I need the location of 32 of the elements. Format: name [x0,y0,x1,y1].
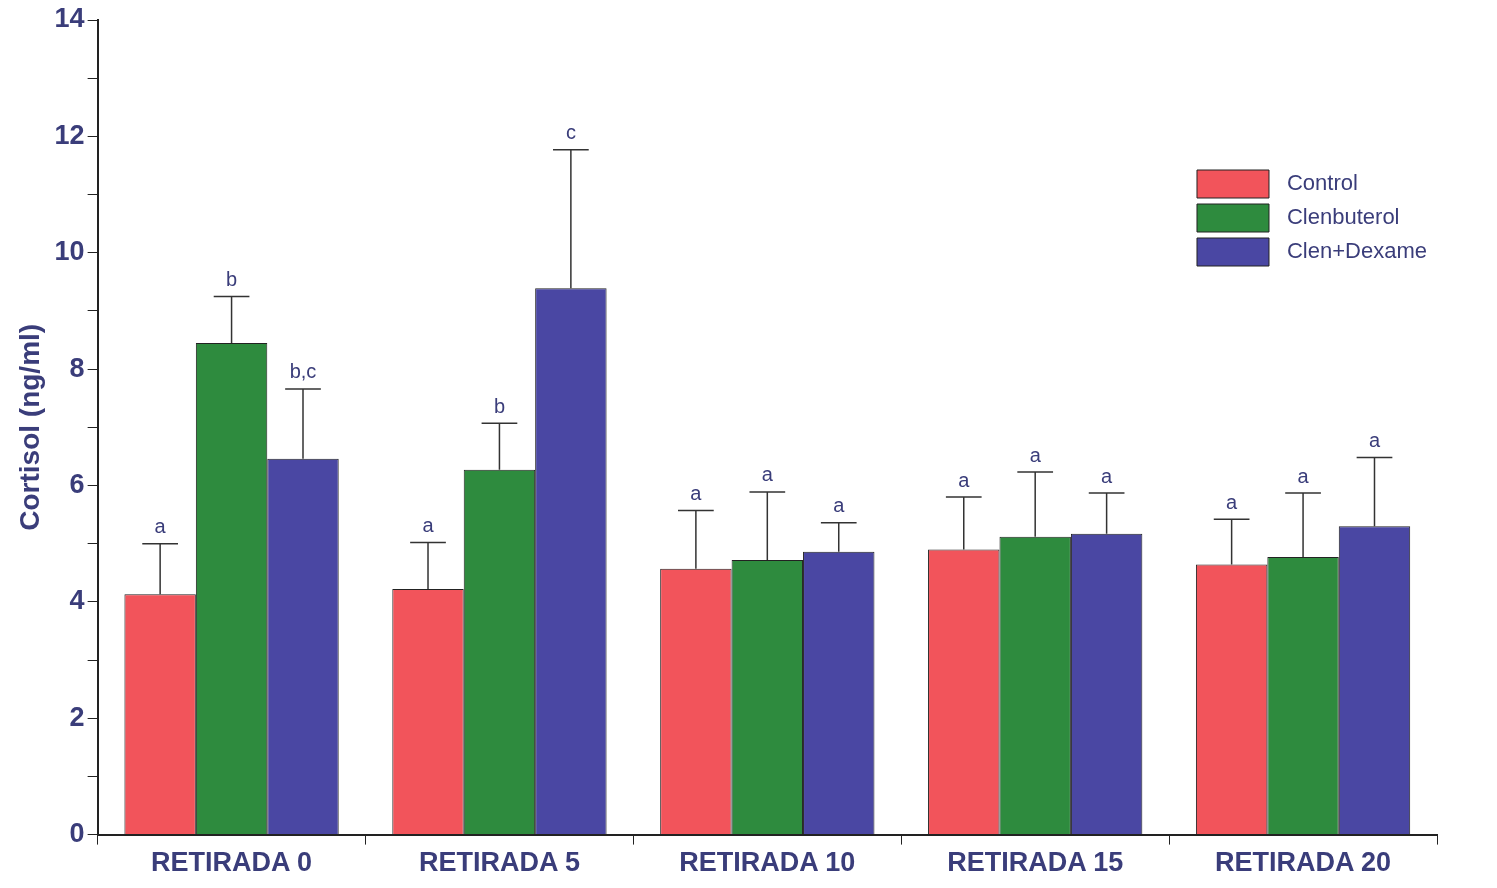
y-tick-label: 8 [69,352,85,383]
annotation: a [422,514,435,537]
annotation: a [154,515,167,538]
annotation: a [761,463,774,486]
y-tick-label: 4 [69,585,85,616]
x-tick-label: RETIRADA 15 [947,847,1124,878]
annotation: a [1029,443,1042,466]
annotation: c [565,121,576,144]
x-tick-label: RETIRADA 5 [418,847,580,878]
y-tick-label: 0 [69,818,85,849]
y-axis-title: Cortisol (ng/ml) [13,323,45,531]
annotation: a [1368,429,1381,452]
x-tick-label: RETIRADA 10 [679,847,856,878]
x-tick-label: RETIRADA 0 [151,847,313,878]
x-tick-label: RETIRADA 20 [1215,847,1392,878]
annotation: b [226,267,238,290]
legend-label: Clenbuterol [1286,204,1400,230]
annotation: b,c [289,360,317,383]
y-tick-label: 14 [54,3,85,34]
annotation: a [1226,490,1239,513]
annotation: a [1297,464,1310,487]
annotation: a [958,468,971,491]
y-tick-label: 12 [54,119,85,150]
annotation: a [833,494,846,517]
legend-label: Clen+Dexame [1286,238,1427,264]
annotation: a [690,482,703,505]
y-tick-label: 6 [69,468,85,499]
y-tick-label: 10 [54,236,85,267]
annotation: b [493,394,506,417]
annotation: a [1101,464,1114,487]
legend-label: Control [1286,170,1358,196]
y-tick-label: 2 [69,701,85,732]
